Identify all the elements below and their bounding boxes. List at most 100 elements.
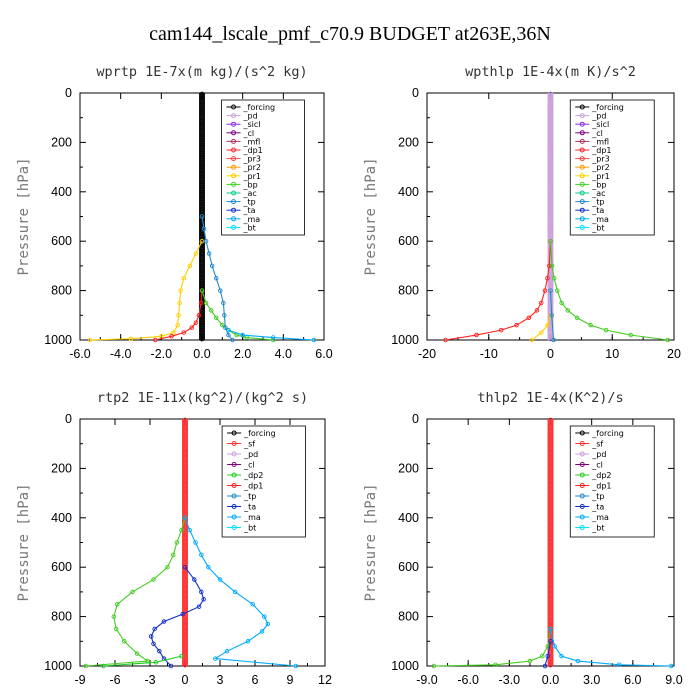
zero-budget-marker [182, 444, 188, 451]
zero-budget-marker [547, 526, 554, 532]
x-tick-label: 4.0 [275, 347, 292, 361]
legend-marker [579, 224, 585, 230]
zero-budget-marker [182, 588, 188, 594]
legend-label: _sicl [243, 120, 261, 129]
zero-budget-marker [547, 94, 554, 100]
legend-label: _sicl [591, 120, 609, 129]
zero-budget-marker [182, 573, 188, 579]
zero-budget-marker [547, 546, 554, 552]
series-point-dp1 [193, 320, 199, 325]
zero-budget-marker [199, 91, 205, 97]
zero-budget-marker [547, 447, 554, 453]
legend-marker [231, 173, 237, 179]
series-point-tp [206, 251, 212, 256]
y-tick-label: 800 [398, 284, 419, 298]
legend-marker [579, 130, 585, 136]
zero-budget-marker [182, 583, 188, 589]
zero-budget-marker [182, 481, 188, 488]
zero-budget-marker [547, 523, 554, 530]
legend-marker [579, 430, 585, 436]
series-point-dp1 [122, 639, 127, 644]
zero-budget-marker [199, 173, 205, 179]
zero-budget-marker [547, 548, 554, 554]
zero-budget-marker [199, 271, 205, 278]
zero-budget-marker [547, 207, 554, 213]
legend-marker [579, 173, 585, 179]
zero-budget-marker [547, 185, 554, 191]
zero-budget-marker [547, 195, 554, 201]
y-tick-label: 600 [51, 560, 72, 574]
zero-budget-marker [182, 600, 188, 606]
y-tick-label: 800 [51, 284, 72, 298]
zero-budget-marker [547, 585, 554, 591]
chart-rtp2: rtp2 1E-11x(kg^2)/(kg^2 s) Pressure [hPa]… [16, 390, 332, 687]
zero-budget-marker [547, 123, 554, 129]
zero-budget-marker [547, 425, 554, 431]
series-point-dp2 [101, 663, 106, 669]
zero-budget-marker [547, 555, 554, 562]
series-point-ma [548, 626, 553, 632]
y-tick-label: 0 [412, 412, 419, 426]
series-point-ma [559, 653, 564, 659]
series-point-dp1 [169, 334, 174, 339]
zero-budget-marker [199, 180, 205, 186]
series-point-pr1 [178, 288, 183, 293]
zero-budget-marker [182, 538, 188, 544]
zero-budget-marker [182, 439, 188, 446]
legend-label: _ma [243, 215, 261, 224]
zero-budget-marker [182, 474, 188, 480]
series-point-bp [208, 308, 214, 313]
legend-label: _ta [243, 503, 256, 512]
zero-budget-marker [199, 252, 205, 258]
zero-budget-marker [199, 316, 205, 322]
series-point-tp [199, 214, 205, 219]
series-point-ma [232, 589, 238, 595]
zero-budget-marker [199, 195, 205, 201]
series-point-ta [545, 653, 551, 659]
series-point-ma [552, 643, 557, 649]
series-point-ma [575, 658, 581, 664]
zero-budget-marker [182, 422, 188, 428]
zero-budget-marker [547, 459, 554, 465]
series-point-dp1 [134, 651, 140, 656]
zero-budget-marker [182, 531, 188, 537]
series-point-ma [270, 335, 276, 340]
zero-budget-marker [182, 555, 188, 562]
zero-budget-marker [182, 484, 188, 490]
series-point-tp [222, 313, 227, 318]
y-tick-label: 1000 [44, 333, 72, 347]
zero-budget-marker [199, 183, 205, 189]
zero-budget-marker [199, 257, 205, 263]
series-point-ta [148, 634, 154, 639]
x-tick-label: -3 [144, 673, 155, 687]
zero-budget-marker [547, 99, 554, 105]
zero-budget-marker [547, 205, 554, 211]
x-tick-label: 10 [605, 347, 619, 361]
zero-budget-marker [547, 454, 554, 460]
series-point-ta [201, 597, 206, 602]
series-point-pr1 [538, 330, 544, 335]
zero-budget-marker [199, 133, 205, 139]
zero-budget-marker [547, 499, 554, 505]
zero-budget-marker [182, 662, 188, 668]
legend-marker [231, 430, 237, 436]
series-point-tp [203, 238, 209, 244]
legend-marker [579, 451, 585, 457]
zero-budget-marker [199, 126, 205, 132]
zero-budget-marker [182, 597, 188, 604]
zero-budget-marker [547, 531, 554, 537]
x-tick-label: -10 [480, 347, 498, 361]
zero-budget-marker [547, 553, 554, 559]
x-tick-label: 0.0 [542, 673, 559, 687]
zero-budget-marker [547, 170, 554, 176]
y-tick-label: 0 [412, 86, 419, 100]
zero-budget-marker [182, 551, 188, 557]
series-point-dp1 [181, 330, 186, 335]
zero-budget-marker [199, 128, 205, 134]
zero-budget-marker [547, 220, 554, 226]
zero-budget-marker [182, 602, 188, 609]
legend-label: _forcing [591, 103, 624, 112]
zero-budget-marker [199, 163, 205, 169]
zero-budget-marker [547, 113, 554, 120]
zero-budget-marker [547, 306, 554, 312]
